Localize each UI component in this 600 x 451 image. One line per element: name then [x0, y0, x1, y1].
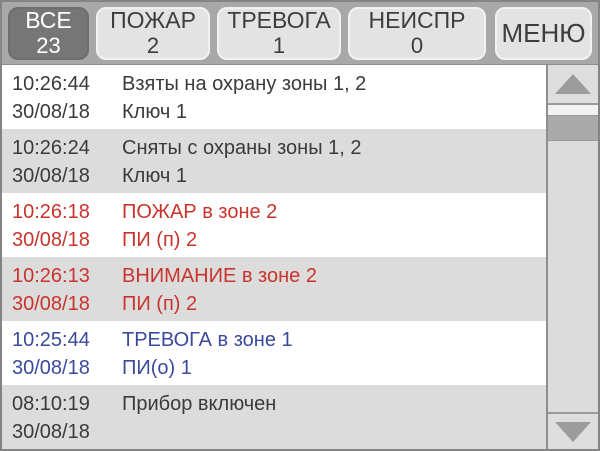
event-row[interactable]: 10:26:18 30/08/18 ПОЖАР в зоне 2 ПИ (п) …	[2, 193, 546, 257]
tab-label: ПОЖАР	[110, 7, 196, 34]
event-row[interactable]: 10:26:44 30/08/18 Взяты на охрану зоны 1…	[2, 65, 546, 129]
arrow-up-icon	[555, 74, 591, 94]
event-row[interactable]: 10:26:24 30/08/18 Сняты с охраны зоны 1,…	[2, 129, 546, 193]
event-message-block: Прибор включен	[122, 390, 546, 449]
event-date: 30/08/18	[12, 357, 90, 379]
event-timestamp: 10:26:24 30/08/18	[12, 134, 122, 193]
tab-alarm[interactable]: ТРЕВОГА 1	[217, 6, 341, 60]
tab-fire[interactable]: ПОЖАР 2	[96, 6, 210, 60]
event-time: 10:26:18	[12, 201, 90, 223]
menu-button[interactable]: МЕНЮ	[495, 6, 592, 60]
event-detail: ПИ (п) 2	[122, 293, 198, 315]
event-message: Прибор включен	[122, 393, 277, 415]
event-message: Сняты с охраны зоны 1, 2	[122, 137, 362, 159]
scrollbar-gap	[548, 105, 598, 115]
event-timestamp: 08:10:19 30/08/18	[12, 390, 122, 449]
event-message: ПОЖАР в зоне 2	[122, 201, 278, 223]
tab-count-badge: 1	[272, 32, 286, 58]
event-time: 10:26:44	[12, 73, 90, 95]
event-list: 10:26:44 30/08/18 Взяты на охрану зоны 1…	[2, 65, 546, 449]
tab-label: ВСЕ	[25, 7, 72, 34]
event-date: 30/08/18	[12, 229, 90, 251]
scroll-up-button[interactable]	[548, 65, 598, 105]
event-message-block: Взяты на охрану зоны 1, 2 Ключ 1	[122, 70, 546, 129]
event-detail: ПИ(о) 1	[122, 357, 192, 379]
event-date: 30/08/18	[12, 293, 90, 315]
event-message: Взяты на охрану зоны 1, 2	[122, 73, 367, 95]
event-message-block: ТРЕВОГА в зоне 1 ПИ(о) 1	[122, 326, 546, 385]
event-detail: Ключ 1	[122, 165, 187, 187]
tab-count-badge: 2	[146, 32, 160, 58]
event-message-block: ВНИМАНИЕ в зоне 2 ПИ (п) 2	[122, 262, 546, 321]
event-message-block: ПОЖАР в зоне 2 ПИ (п) 2	[122, 198, 546, 257]
tab-count-badge: 0	[410, 32, 424, 58]
event-date: 30/08/18	[12, 101, 90, 123]
tab-count-badge: 23	[36, 32, 61, 58]
event-time: 10:25:44	[12, 329, 90, 351]
tab-label: ТРЕВОГА	[227, 7, 331, 34]
scrollbar-track[interactable]	[548, 105, 598, 412]
event-timestamp: 10:26:44 30/08/18	[12, 70, 122, 129]
event-message-block: Сняты с охраны зоны 1, 2 Ключ 1	[122, 134, 546, 193]
event-time: 08:10:19	[12, 393, 90, 415]
event-timestamp: 10:25:44 30/08/18	[12, 326, 122, 385]
arrow-down-icon	[555, 421, 591, 442]
event-date: 30/08/18	[12, 165, 90, 187]
event-message: ВНИМАНИЕ в зоне 2	[122, 265, 317, 287]
event-message: ТРЕВОГА в зоне 1	[122, 329, 293, 351]
event-time: 10:26:24	[12, 137, 90, 159]
event-date: 30/08/18	[12, 421, 90, 443]
tab-all-events[interactable]: ВСЕ 23	[8, 6, 89, 60]
event-detail: Ключ 1	[122, 101, 187, 123]
tab-fault[interactable]: НЕИСПР 0	[348, 6, 486, 60]
event-detail: ПИ (п) 2	[122, 229, 198, 251]
tab-label: НЕИСПР	[368, 7, 466, 34]
event-time: 10:26:13	[12, 265, 90, 287]
scroll-down-button[interactable]	[548, 412, 598, 449]
event-row[interactable]: 08:10:19 30/08/18 Прибор включен	[2, 385, 546, 449]
event-row[interactable]: 10:25:44 30/08/18 ТРЕВОГА в зоне 1 ПИ(о)…	[2, 321, 546, 385]
event-timestamp: 10:26:13 30/08/18	[12, 262, 122, 321]
event-timestamp: 10:26:18 30/08/18	[12, 198, 122, 257]
scrollbar	[546, 65, 598, 449]
scrollbar-thumb[interactable]	[548, 115, 598, 141]
event-row[interactable]: 10:26:13 30/08/18 ВНИМАНИЕ в зоне 2 ПИ (…	[2, 257, 546, 321]
tab-bar: ВСЕ 23 ПОЖАР 2 ТРЕВОГА 1 НЕИСПР 0 МЕНЮ	[2, 2, 598, 65]
event-log-body: 10:26:44 30/08/18 Взяты на охрану зоны 1…	[2, 65, 598, 449]
